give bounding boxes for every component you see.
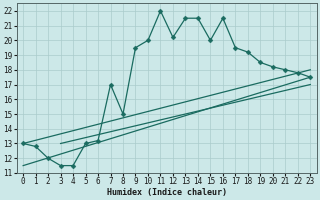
X-axis label: Humidex (Indice chaleur): Humidex (Indice chaleur) [107, 188, 227, 197]
